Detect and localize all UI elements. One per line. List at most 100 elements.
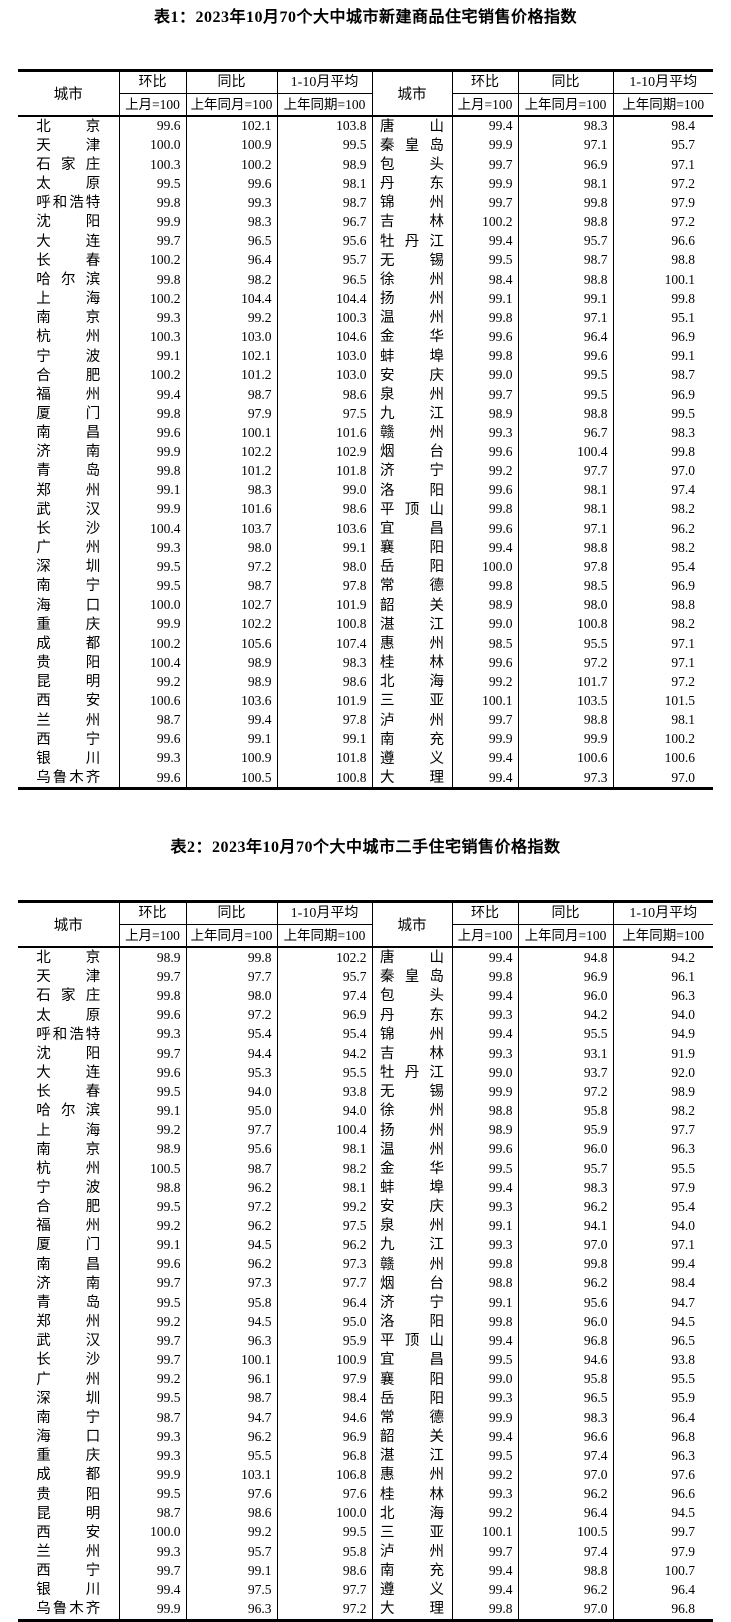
value-cell: 98.0 <box>517 595 613 616</box>
city-name: 厦门 <box>36 1237 101 1254</box>
value-cell: 97.2 <box>517 1082 613 1102</box>
city-cell: 海口 <box>18 1427 119 1446</box>
value-cell: 97.5 <box>276 1216 372 1236</box>
value-cell: 102.2 <box>185 615 277 635</box>
table-row: 宁波 98.8 96.2 98.1 蚌埠 99.4 98.3 97.9 <box>18 1178 713 1198</box>
value-cell: 94.5 <box>612 1504 713 1524</box>
value-cell: 99.9 <box>451 174 518 194</box>
value-cell: 99.4 <box>451 947 518 968</box>
city-name: 金华 <box>380 329 444 346</box>
value-cell: 99.0 <box>451 1369 518 1390</box>
value-cell: 96.8 <box>612 1427 713 1447</box>
value-cell: 100.1 <box>451 691 518 711</box>
header-yoy-base-right: 上年同月=100 <box>517 93 613 117</box>
value-cell: 101.8 <box>276 749 372 769</box>
city-name: 杭州 <box>36 329 101 346</box>
value-cell: 99.3 <box>451 1235 518 1255</box>
value-cell: 96.9 <box>517 155 613 175</box>
value-cell: 99.5 <box>451 1350 518 1370</box>
city-name: 昆明 <box>36 1505 101 1522</box>
city-cell: 徐州 <box>371 1101 452 1121</box>
value-cell: 96.9 <box>276 1005 372 1026</box>
city-cell: 上海 <box>18 1121 119 1140</box>
city-cell: 大理 <box>371 1599 452 1621</box>
value-cell: 97.0 <box>612 461 713 481</box>
city-cell: 合肥 <box>18 1198 119 1217</box>
value-cell: 95.8 <box>276 1542 372 1562</box>
city-cell: 宜昌 <box>371 519 452 539</box>
city-cell: 北京 <box>18 947 119 967</box>
table-row: 石家庄 99.8 98.0 97.4 包头 99.4 96.0 96.3 <box>18 986 713 1006</box>
value-cell: 99.1 <box>118 346 186 367</box>
city-name: 天津 <box>36 137 101 154</box>
value-cell: 98.8 <box>451 1274 518 1294</box>
city-cell: 吉林 <box>371 212 452 232</box>
table-row: 厦门 99.1 94.5 96.2 九江 99.3 97.0 97.1 <box>18 1235 713 1255</box>
city-name: 常德 <box>380 1409 444 1426</box>
value-cell: 97.9 <box>612 1542 713 1562</box>
table-row: 武汉 99.9 101.6 98.6 平顶山 99.8 98.1 98.2 <box>18 500 713 520</box>
city-cell: 兰州 <box>18 711 119 730</box>
city-name: 九江 <box>380 406 444 422</box>
value-cell: 97.1 <box>517 136 613 156</box>
city-cell: 惠州 <box>371 634 452 654</box>
city-cell: 武汉 <box>18 500 119 519</box>
city-cell: 丹东 <box>371 174 452 194</box>
value-cell: 99.6 <box>118 1063 186 1083</box>
value-cell: 95.6 <box>185 1140 277 1160</box>
header-avg-right: 1-10月平均 <box>612 70 713 94</box>
value-cell: 95.7 <box>517 231 613 252</box>
value-cell: 99.4 <box>118 1580 186 1600</box>
city-name: 韶关 <box>380 1429 444 1446</box>
table-row: 南昌 99.6 96.2 97.3 赣州 99.8 99.8 99.4 <box>18 1254 713 1275</box>
value-cell: 99.6 <box>451 519 518 539</box>
city-cell: 福州 <box>18 385 119 404</box>
city-cell: 湛江 <box>371 615 452 635</box>
table-row: 长沙 100.4 103.7 103.6 宜昌 99.6 97.1 96.2 <box>18 519 713 539</box>
value-cell: 100.0 <box>451 557 518 577</box>
value-cell: 102.9 <box>276 442 372 462</box>
value-cell: 99.8 <box>612 442 713 462</box>
city-name: 湛江 <box>380 1448 444 1465</box>
city-name: 济宁 <box>380 1294 444 1311</box>
value-cell: 99.2 <box>118 1216 186 1236</box>
value-cell: 94.8 <box>517 947 613 968</box>
city-cell: 湛江 <box>371 1446 452 1466</box>
city-name: 安庆 <box>380 1199 444 1216</box>
value-cell: 103.0 <box>185 327 277 347</box>
city-cell: 银川 <box>18 749 119 768</box>
value-cell: 97.0 <box>517 1235 613 1255</box>
value-cell: 98.6 <box>276 500 372 520</box>
value-cell: 97.1 <box>517 308 613 328</box>
header-avg-right: 1-10月平均 <box>612 901 713 926</box>
value-cell: 96.6 <box>517 1427 613 1447</box>
value-cell: 96.2 <box>517 1484 613 1504</box>
table-row: 银川 99.3 100.9 101.8 遵义 99.4 100.6 100.6 <box>18 749 713 769</box>
value-cell: 99.9 <box>118 442 186 462</box>
value-cell: 95.7 <box>517 1159 613 1179</box>
value-cell: 96.8 <box>517 1331 613 1351</box>
value-cell: 100.0 <box>118 595 186 616</box>
value-cell: 95.0 <box>185 1101 277 1121</box>
value-cell: 98.5 <box>451 634 518 654</box>
city-cell: 泉州 <box>371 385 452 405</box>
value-cell: 95.5 <box>517 1025 613 1045</box>
value-cell: 97.2 <box>612 174 713 194</box>
city-name: 杭州 <box>36 1160 101 1177</box>
city-cell: 锦州 <box>371 1025 452 1045</box>
value-cell: 99.9 <box>118 500 186 520</box>
city-cell: 扬州 <box>371 289 452 309</box>
city-cell: 南京 <box>18 309 119 328</box>
value-cell: 97.2 <box>612 212 713 232</box>
value-cell: 92.0 <box>612 1063 713 1083</box>
table-row: 海口 99.3 96.2 96.9 韶关 99.4 96.6 96.8 <box>18 1427 713 1447</box>
city-cell: 烟台 <box>371 1274 452 1294</box>
value-cell: 99.5 <box>118 1082 186 1102</box>
value-cell: 96.3 <box>185 1331 277 1351</box>
value-cell: 99.7 <box>451 1542 518 1562</box>
value-cell: 97.8 <box>276 576 372 596</box>
value-cell: 99.4 <box>612 1254 713 1275</box>
value-cell: 99.6 <box>451 1140 518 1160</box>
city-name: 常德 <box>380 578 444 595</box>
value-cell: 98.4 <box>612 116 713 137</box>
